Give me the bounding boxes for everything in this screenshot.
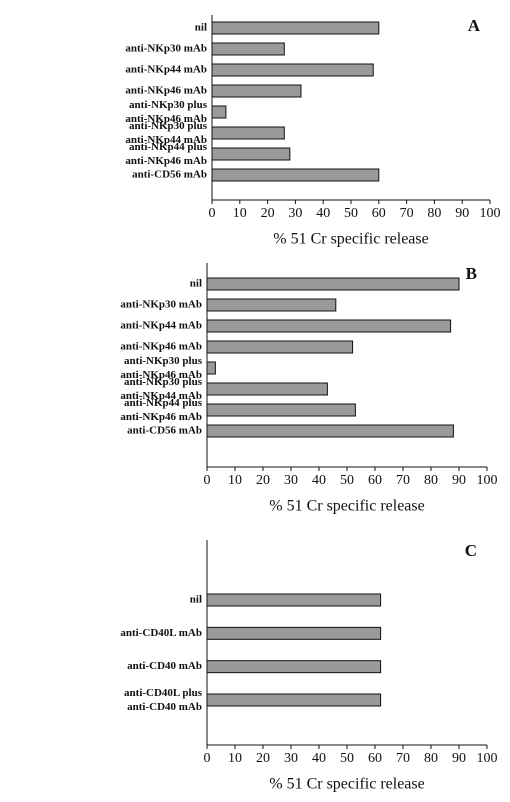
category-label: nil (190, 594, 202, 606)
x-tick-label: 50 (340, 751, 354, 766)
x-tick-label: 30 (288, 206, 302, 221)
category-label: anti-NKp44 mAb (120, 320, 202, 332)
bar (211, 147, 291, 161)
x-axis-label: % 51 Cr specific release (273, 231, 428, 248)
category-label: anti-CD56 mAb (132, 169, 207, 181)
x-tick-label: 20 (256, 473, 270, 488)
panel-letter: A (468, 16, 481, 35)
category-label: anti-CD40L mAb (120, 627, 202, 639)
x-tick-label: 30 (284, 473, 298, 488)
x-tick-label: 60 (368, 751, 382, 766)
x-tick-label: 10 (228, 473, 242, 488)
category-label: anti-CD40 mAb (127, 660, 202, 672)
category-label: anti-NKp30 plus anti-NKp46 mAb (118, 355, 203, 381)
x-tick-label: 40 (312, 473, 326, 488)
x-tick-label: 40 (312, 751, 326, 766)
x-tick-label: 40 (316, 206, 330, 221)
x-tick-label: 10 (228, 751, 242, 766)
x-tick-label: 100 (480, 206, 501, 221)
x-axis-label: % 51 Cr specific release (269, 776, 424, 793)
category-label: anti-NKp30 plus anti-NKp44 mAb (123, 120, 208, 146)
x-tick-label: 60 (368, 473, 382, 488)
x-tick-label: 70 (396, 751, 410, 766)
bar (206, 693, 382, 707)
category-label: nil (195, 22, 207, 34)
category-label: anti-CD56 mAb (127, 425, 202, 437)
x-tick-label: 0 (209, 206, 216, 221)
x-tick-label: 50 (340, 473, 354, 488)
bar (206, 660, 382, 674)
x-tick-label: 0 (204, 473, 211, 488)
bar (211, 42, 285, 56)
bar (206, 403, 356, 417)
x-tick-label: 70 (396, 473, 410, 488)
category-label: anti-NKp46 mAb (120, 341, 202, 353)
bar (211, 168, 380, 182)
x-tick-label: 10 (233, 206, 247, 221)
bar (206, 382, 328, 396)
x-tick-label: 30 (284, 751, 298, 766)
x-tick-label: 90 (452, 473, 466, 488)
x-tick-label: 50 (344, 206, 358, 221)
x-tick-label: 90 (452, 751, 466, 766)
category-label: anti-NKp30 mAb (125, 43, 207, 55)
x-tick-label: 80 (424, 473, 438, 488)
panel-letter: B (466, 264, 477, 283)
x-tick-label: 70 (400, 206, 414, 221)
x-tick-label: 100 (477, 751, 498, 766)
bar (211, 21, 380, 35)
x-tick-label: 80 (424, 751, 438, 766)
bar (206, 593, 382, 607)
bar (211, 105, 227, 119)
category-label: anti-NKp44 plus anti-NKp46 mAb (123, 141, 208, 167)
category-label: anti-CD40L plus anti-CD40 mAb (124, 687, 203, 713)
x-tick-label: 20 (256, 751, 270, 766)
bar (206, 298, 337, 312)
x-tick-label: 90 (455, 206, 469, 221)
bar (211, 84, 302, 98)
panel-letter: C (465, 541, 477, 560)
category-label: anti-NKp46 mAb (125, 85, 207, 97)
bar (206, 319, 452, 333)
x-tick-label: 60 (372, 206, 386, 221)
x-tick-label: 100 (477, 473, 498, 488)
category-label: anti-NKp44 mAb (125, 64, 207, 76)
bar (206, 340, 354, 354)
bar (206, 626, 382, 640)
bar (206, 361, 216, 375)
bar (211, 126, 285, 140)
category-label: nil (190, 278, 202, 290)
x-tick-label: 0 (204, 751, 211, 766)
x-tick-label: 80 (427, 206, 441, 221)
x-axis-label: % 51 Cr specific release (269, 498, 424, 515)
bar (206, 277, 460, 291)
bar (206, 424, 454, 438)
bar (211, 63, 374, 77)
category-label: anti-NKp44 plus anti-NKp46 mAb (118, 397, 203, 423)
x-tick-label: 20 (261, 206, 275, 221)
category-label: anti-NKp30 mAb (120, 299, 202, 311)
category-label: anti-NKp30 plus anti-NKp44 mAb (118, 376, 203, 402)
category-label: anti-NKp30 plus anti-NKp46 mAb (123, 99, 208, 125)
